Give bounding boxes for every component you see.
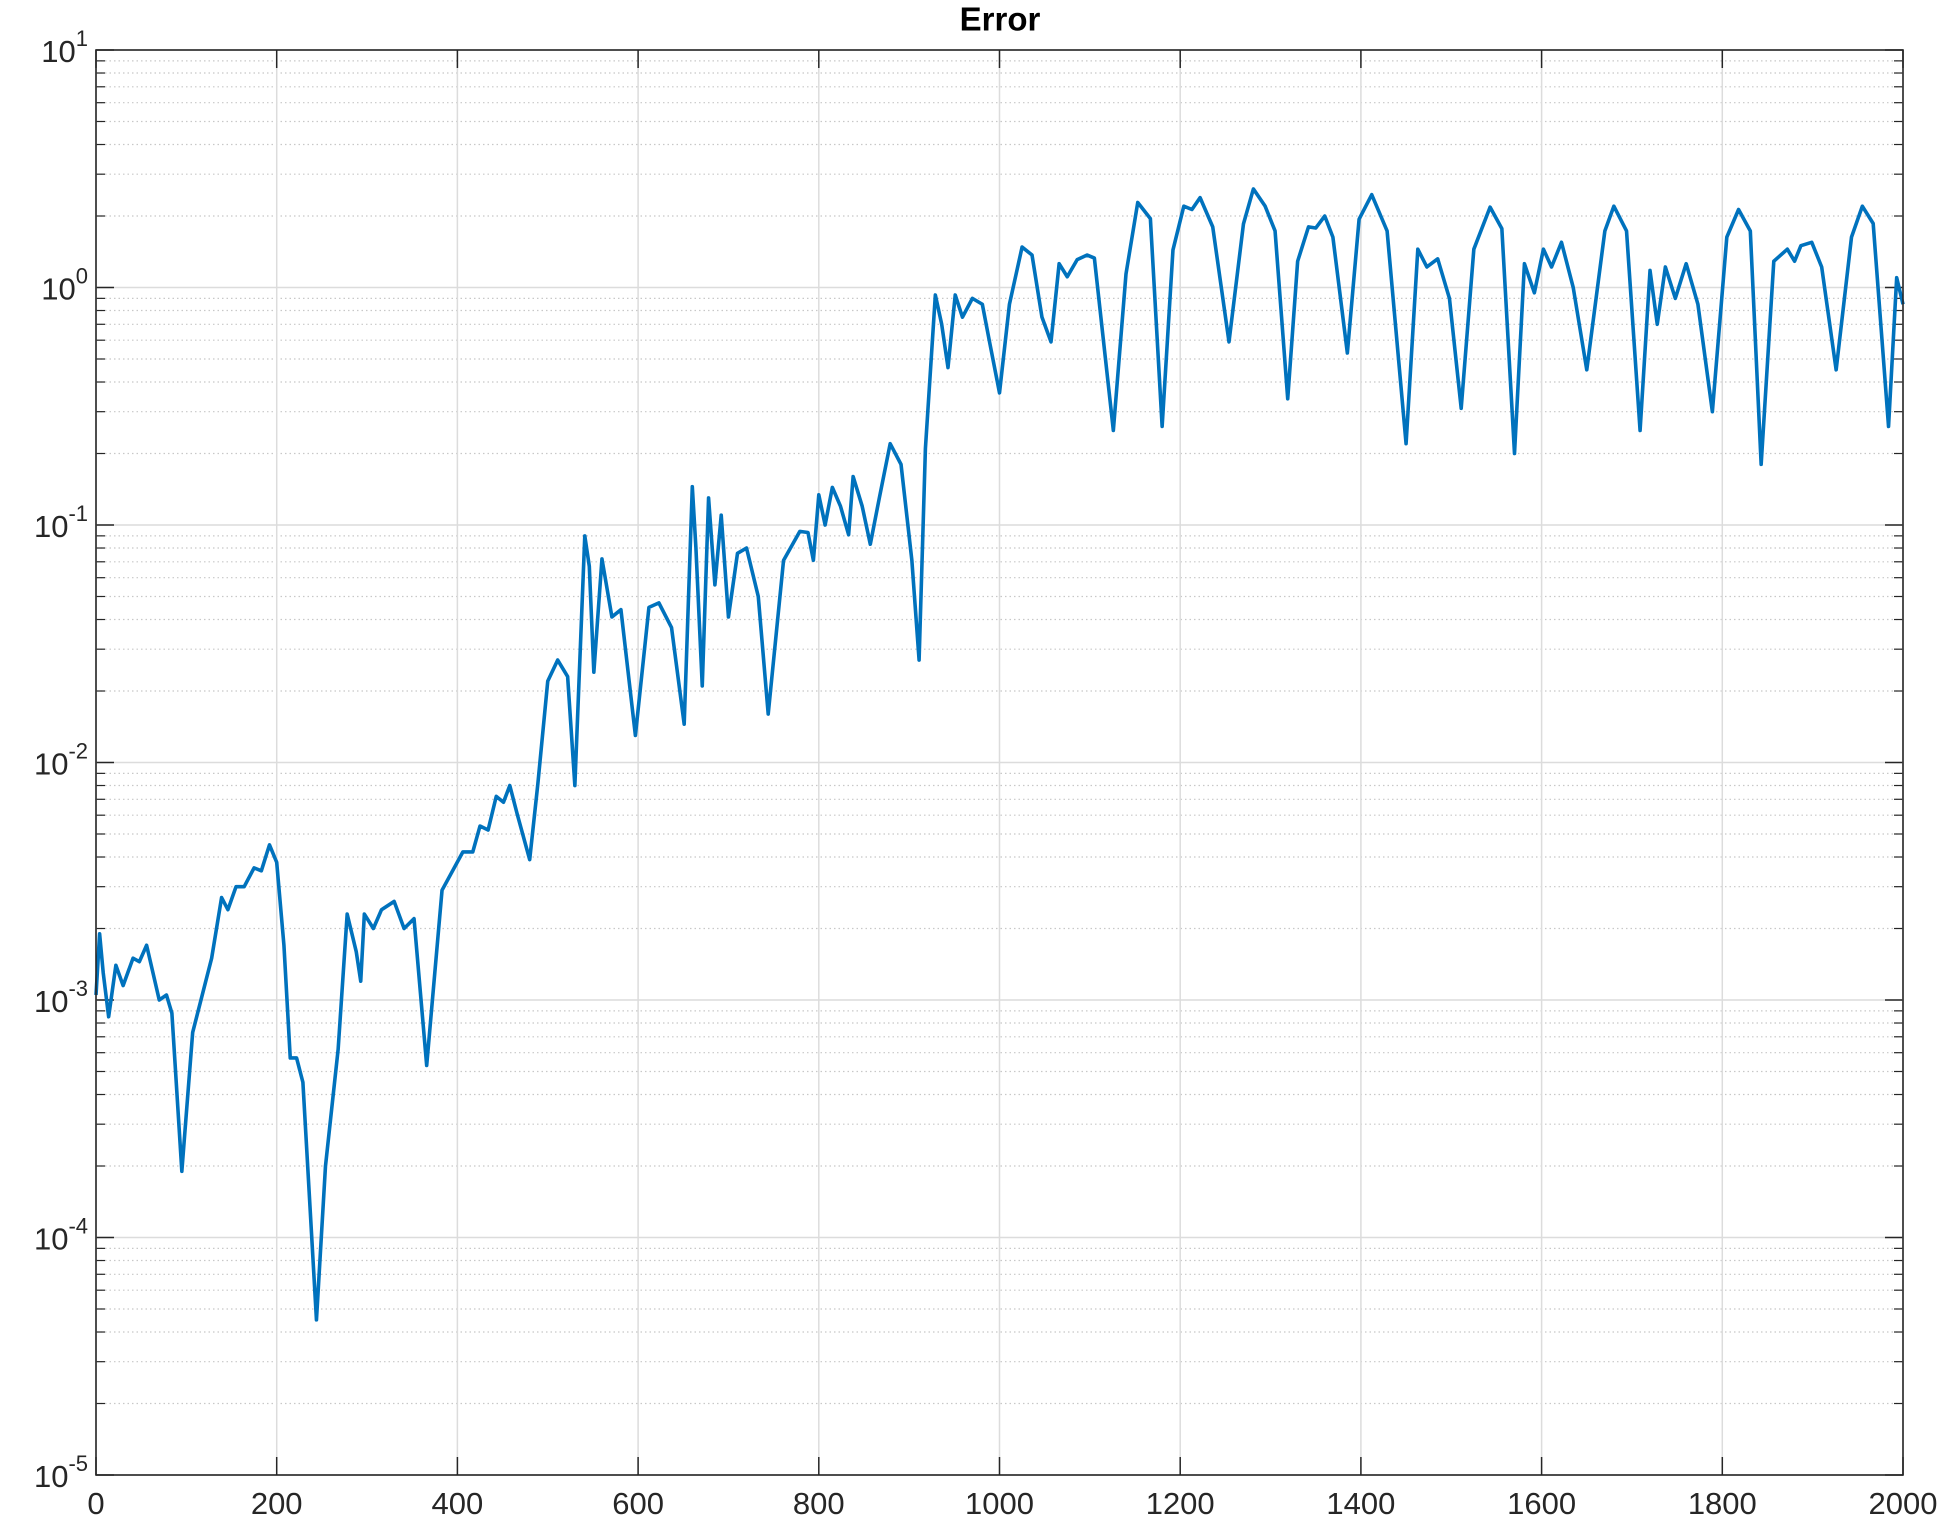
x-tick-label: 1800: [1688, 1486, 1757, 1521]
x-tick-label: 0: [87, 1486, 104, 1521]
x-tick-label: 1400: [1326, 1486, 1395, 1521]
x-tick-label: 1200: [1146, 1486, 1215, 1521]
data-line: [94, 187, 1905, 1322]
x-tick-label: 1600: [1507, 1486, 1576, 1521]
x-tick-label: 200: [251, 1486, 303, 1521]
x-tick-label: 1000: [965, 1486, 1034, 1521]
x-tick-label: 600: [612, 1486, 664, 1521]
y-tick-label: 10-1: [34, 501, 88, 544]
axes-box: [95, 49, 1904, 1476]
x-tick-label: 800: [793, 1486, 845, 1521]
y-tick-label: 101: [41, 26, 88, 69]
y-tick-label: 10-3: [34, 976, 88, 1019]
y-tick-label: 10-2: [34, 738, 88, 781]
y-tick-label: 10-4: [34, 1213, 88, 1256]
y-tick-label: 100: [41, 263, 88, 306]
x-tick-label: 400: [432, 1486, 484, 1521]
y-tick-label: 10-5: [34, 1451, 88, 1494]
chart-title: Error: [960, 1, 1041, 38]
x-tick-label: 2000: [1869, 1486, 1938, 1521]
